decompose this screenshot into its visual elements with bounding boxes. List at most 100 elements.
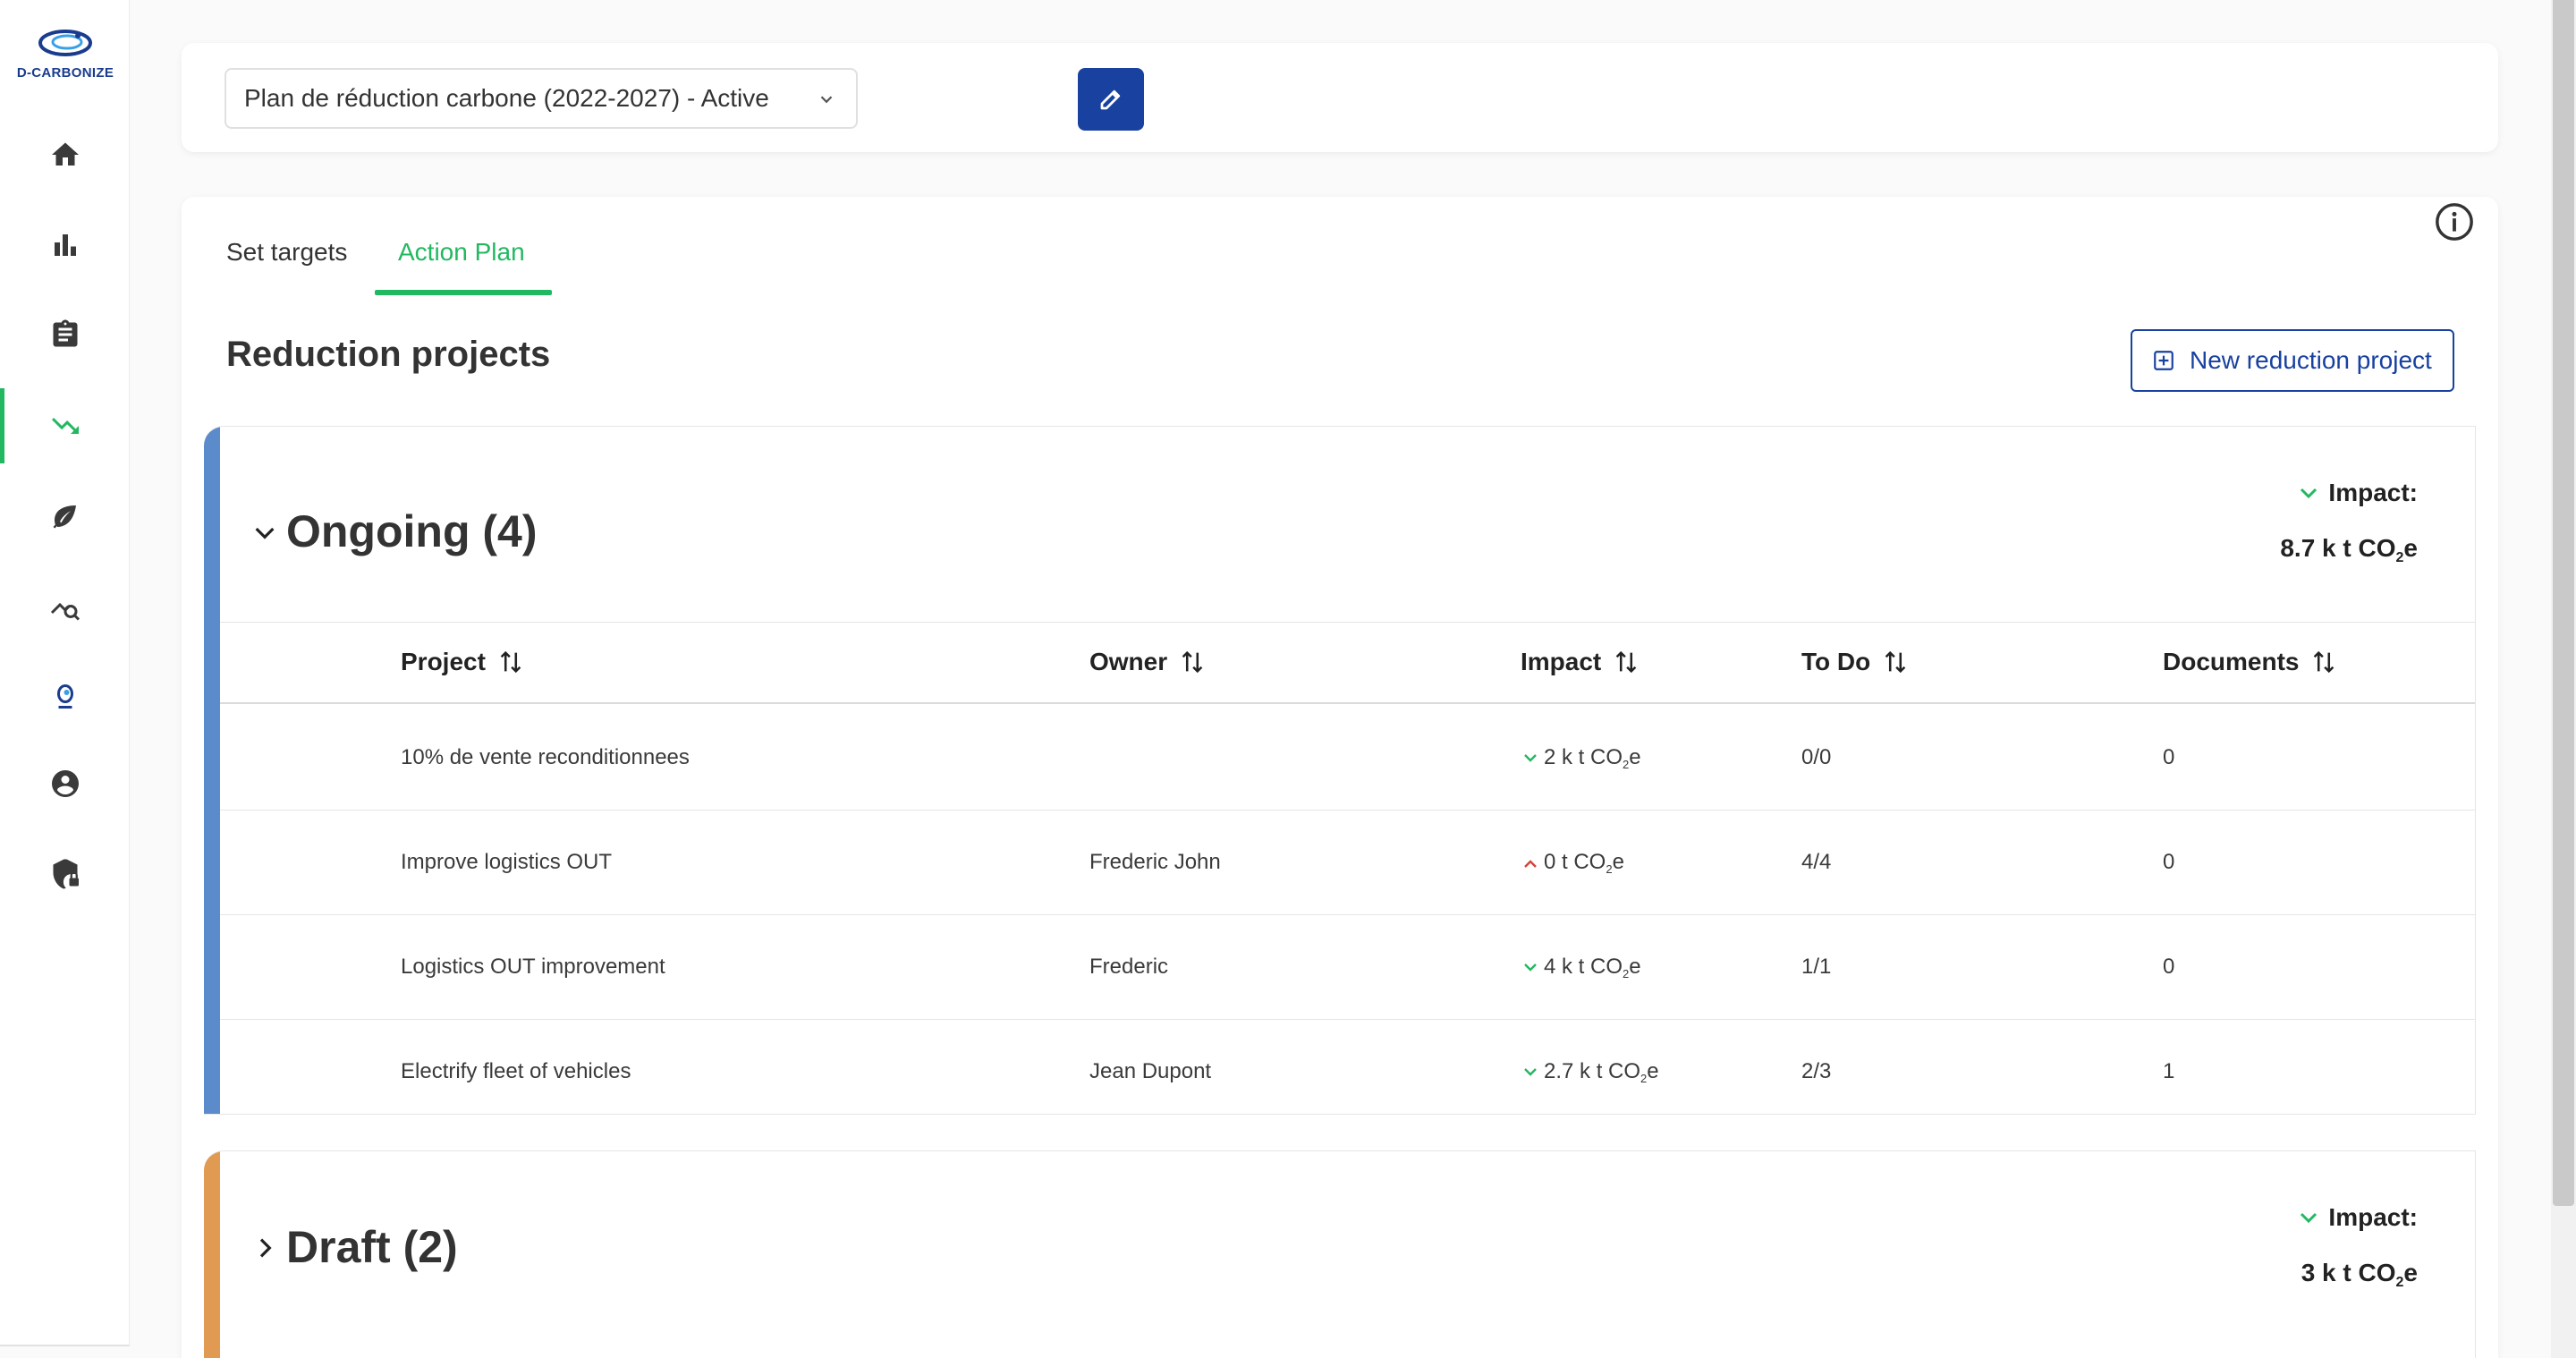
info-icon[interactable] xyxy=(2434,201,2475,242)
draft-impact-value: 3 k t CO2e xyxy=(2301,1259,2418,1291)
column-header-owner-label: Owner xyxy=(1089,648,1168,675)
dcarbonize-logo-icon xyxy=(56,684,73,709)
project-impact: 4 k t CO2e xyxy=(1522,955,1641,980)
project-todo: 2/3 xyxy=(1801,1059,1832,1083)
column-header-project-label: Project xyxy=(401,648,486,675)
project-impact-sub: 2 xyxy=(1606,862,1613,876)
table-row[interactable]: Electrify fleet of vehicles Jean Dupont … xyxy=(220,1020,2475,1114)
home-icon xyxy=(51,142,79,166)
ongoing-impact-value: 8.7 k t CO2e xyxy=(2280,534,2418,566)
ongoing-impact-sub: 2 xyxy=(2395,550,2404,565)
project-owner: Jean Dupont xyxy=(1089,1059,1212,1083)
project-documents: 0 xyxy=(2163,850,2175,874)
project-name: Electrify fleet of vehicles xyxy=(401,1059,631,1083)
project-impact: 2.7 k t CO2e xyxy=(1522,1059,1659,1085)
ongoing-title: Ongoing (4) xyxy=(286,506,538,556)
column-header-documents[interactable]: Documents xyxy=(2163,648,2336,676)
trending-down-icon xyxy=(51,418,79,434)
leaf-icon xyxy=(53,505,76,529)
column-header-owner[interactable]: Owner xyxy=(1089,648,1205,676)
sidebar-item-dcarbonize[interactable] xyxy=(0,660,130,735)
table-row[interactable]: Improve logistics OUT Frederic John 0 t … xyxy=(220,811,2475,915)
trend-down-chevron-icon xyxy=(1524,963,1537,972)
project-impact-value: 0 t CO xyxy=(1544,850,1606,874)
project-impact-unit: e xyxy=(1629,745,1641,769)
project-todo: 1/1 xyxy=(1801,955,1832,979)
sidebar-item-reports[interactable] xyxy=(0,297,130,372)
project-owner: Frederic xyxy=(1089,955,1169,979)
sidebar-item-reduction[interactable] xyxy=(0,388,130,463)
column-header-project[interactable]: Project xyxy=(401,648,523,676)
trend-down-chevron-icon xyxy=(1524,753,1537,762)
trend-up-chevron-icon xyxy=(1524,859,1537,868)
pencil-icon xyxy=(1100,89,1121,110)
sidebar-item-security[interactable] xyxy=(0,836,130,912)
draft-impact-number: 3 k t CO xyxy=(2301,1259,2396,1286)
sidebar: D-CARBONIZE xyxy=(0,0,130,1346)
new-reduction-project-label: New reduction project xyxy=(2190,346,2432,374)
add-box-icon xyxy=(2154,351,2174,370)
sidebar-item-dashboard[interactable] xyxy=(0,208,130,283)
trend-down-chevron-icon xyxy=(1524,1067,1537,1076)
project-documents: 1 xyxy=(2163,1059,2175,1083)
chevron-down-icon[interactable] xyxy=(250,518,279,547)
chevron-down-icon xyxy=(820,96,833,104)
draft-accent-bar xyxy=(204,1151,220,1358)
ongoing-impact-number: 8.7 k t CO xyxy=(2280,534,2396,562)
sort-icon xyxy=(1885,650,1906,674)
chevron-right-icon[interactable] xyxy=(250,1234,279,1262)
project-impact-unit: e xyxy=(1647,1059,1659,1083)
project-name: Improve logistics OUT xyxy=(401,850,613,874)
plan-select[interactable]: Plan de réduction carbone (2022-2027) - … xyxy=(225,68,858,129)
project-impact-unit: e xyxy=(1612,850,1624,874)
project-impact: 0 t CO2e xyxy=(1522,850,1624,876)
draft-impact-sub: 2 xyxy=(2395,1275,2404,1290)
project-impact-value: 2.7 k t CO xyxy=(1544,1059,1641,1083)
sort-icon xyxy=(1615,650,1637,674)
column-header-todo[interactable]: To Do xyxy=(1801,648,1908,676)
project-name: Logistics OUT improvement xyxy=(401,955,665,979)
brand-logo[interactable]: D-CARBONIZE xyxy=(13,27,118,86)
draft-impact-label: Impact: xyxy=(2298,1203,2418,1232)
project-documents: 0 xyxy=(2163,955,2175,979)
sidebar-item-analysis[interactable] xyxy=(0,570,130,645)
sidebar-item-account[interactable] xyxy=(0,746,130,821)
ongoing-impact-unit: e xyxy=(2403,534,2418,562)
brand-name: D-CARBONIZE xyxy=(16,65,114,81)
table-row[interactable]: Logistics OUT improvement Frederic 4 k t… xyxy=(220,915,2475,1020)
new-reduction-project-button[interactable]: New reduction project xyxy=(2131,329,2454,392)
draft-impact-label-text: Impact: xyxy=(2328,1203,2418,1231)
edit-plan-button[interactable] xyxy=(1078,68,1144,131)
draft-group: Draft (2) Impact: 3 k t CO2e xyxy=(204,1150,2476,1358)
action-plan-card: Set targets Action Plan Reduction projec… xyxy=(182,197,2498,1358)
project-impact-value: 4 k t CO xyxy=(1544,955,1623,979)
plan-selector-card: Plan de réduction carbone (2022-2027) - … xyxy=(182,43,2498,152)
ongoing-group: Ongoing (4) Impact: 8.7 k t CO2e Project… xyxy=(204,426,2476,1115)
table-row[interactable]: 10% de vente reconditionnees 2 k t CO2e … xyxy=(220,706,2475,811)
sort-icon xyxy=(500,650,521,674)
tab-set-targets[interactable]: Set targets xyxy=(226,238,348,266)
draft-impact-unit: e xyxy=(2403,1259,2418,1286)
project-todo: 0/0 xyxy=(1801,745,1832,769)
page-scrollbar[interactable] xyxy=(2551,0,2576,1358)
project-name: 10% de vente reconditionnees xyxy=(401,745,690,769)
projects-table-header: Project Owner Impact To Do Documents xyxy=(220,622,2475,704)
sidebar-item-home[interactable] xyxy=(0,117,130,192)
dcarbonize-logo-icon xyxy=(38,30,92,56)
project-todo: 4/4 xyxy=(1801,850,1832,874)
ongoing-impact-label: Impact: xyxy=(2298,479,2418,507)
sidebar-item-sustainability[interactable] xyxy=(0,479,130,554)
column-header-impact[interactable]: Impact xyxy=(1521,648,1639,676)
account-icon xyxy=(51,770,79,797)
draft-title: Draft (2) xyxy=(286,1222,458,1272)
chevron-down-green-icon xyxy=(2301,488,2318,499)
scrollbar-thumb[interactable] xyxy=(2553,0,2574,1206)
project-owner: Frederic John xyxy=(1089,850,1221,874)
column-header-documents-label: Documents xyxy=(2163,648,2300,675)
chevron-down-green-icon xyxy=(2301,1212,2318,1224)
bar-chart-icon xyxy=(54,234,76,256)
column-header-todo-label: To Do xyxy=(1801,648,1871,675)
project-impact-value: 2 k t CO xyxy=(1544,745,1623,769)
column-header-impact-label: Impact xyxy=(1521,648,1602,675)
tab-action-plan[interactable]: Action Plan xyxy=(398,238,525,266)
